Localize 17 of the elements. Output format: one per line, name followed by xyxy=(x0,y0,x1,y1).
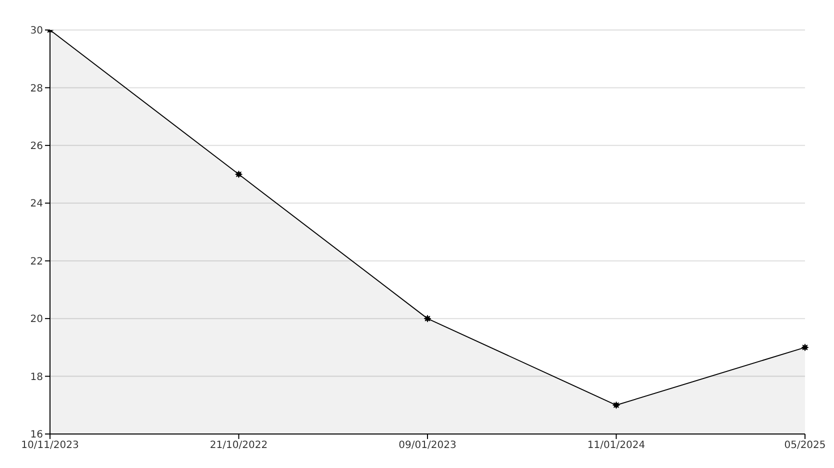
y-tick-label: 22 xyxy=(30,256,43,268)
x-tick-label: 10/11/2023 xyxy=(21,440,79,452)
x-tick-label: 05/2025 xyxy=(784,440,826,452)
y-tick-label: 26 xyxy=(30,140,43,152)
x-tick-label: 09/01/2023 xyxy=(398,440,456,452)
y-tick-label: 20 xyxy=(30,314,43,326)
point xyxy=(235,170,242,178)
x-tick-label: 11/01/2024 xyxy=(587,440,646,452)
y-tick-label: 16 xyxy=(30,430,43,441)
y-tick-label: 24 xyxy=(30,198,43,210)
point xyxy=(801,344,809,352)
point xyxy=(612,401,620,409)
y-tick-label: 30 xyxy=(30,26,43,37)
y-tick-label: 18 xyxy=(30,372,43,383)
y-tick-label: 28 xyxy=(30,83,43,94)
point xyxy=(424,314,432,322)
x-tick-label: 21/10/2022 xyxy=(210,440,268,452)
